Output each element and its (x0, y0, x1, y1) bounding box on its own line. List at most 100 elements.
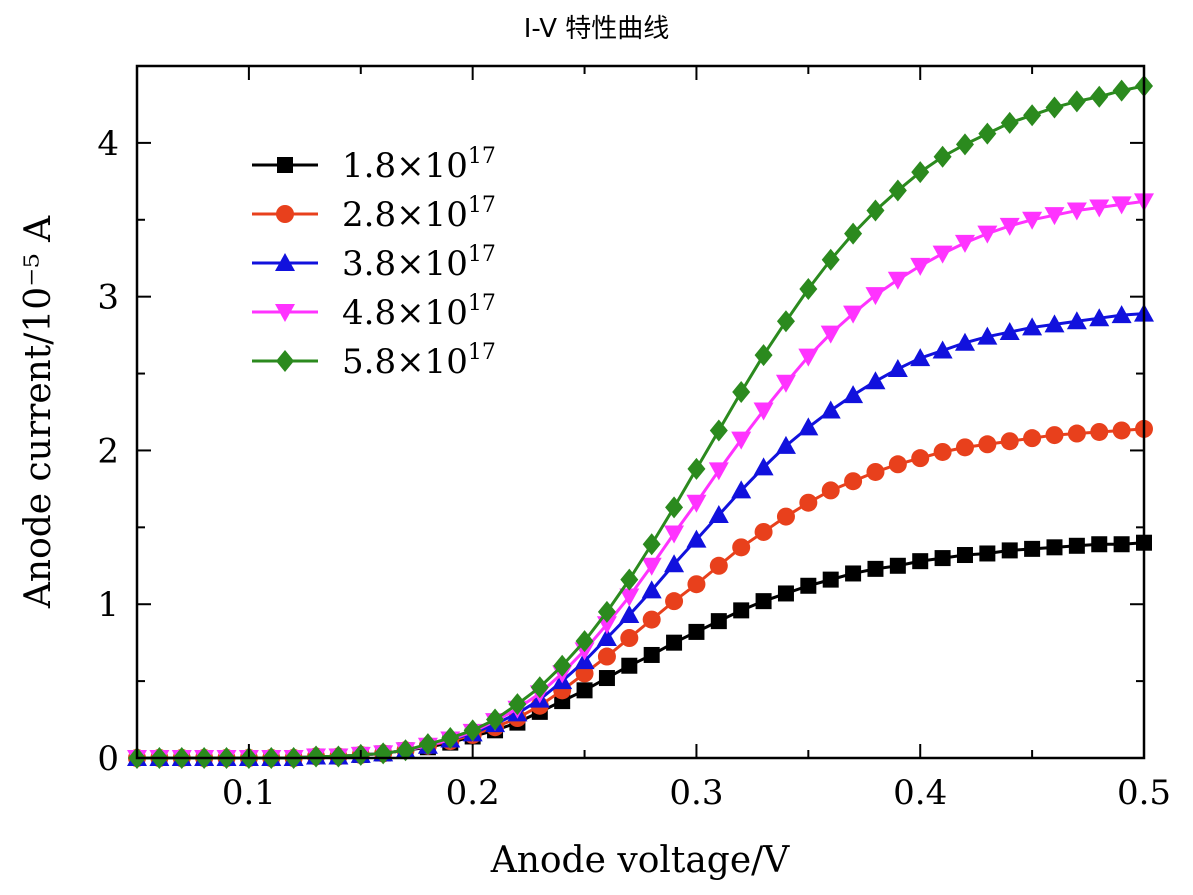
data-point (800, 577, 817, 594)
legend-label: 5.8×1017 (342, 340, 496, 382)
legend-label: 2.8×1017 (342, 193, 496, 235)
data-point (843, 305, 864, 324)
data-point (888, 179, 907, 202)
legend-entry: 3.8×1017 (252, 242, 496, 284)
data-point (776, 507, 795, 526)
data-point (888, 455, 907, 474)
data-point (619, 588, 640, 607)
data-point (597, 600, 616, 623)
data-point (912, 553, 929, 570)
data-point (954, 234, 975, 253)
series-line (137, 199, 1145, 760)
data-point (753, 457, 774, 476)
data-point (933, 442, 952, 461)
data-point (463, 719, 482, 742)
data-point (731, 431, 752, 450)
data-point (753, 402, 774, 421)
data-point (820, 400, 841, 419)
y-tick-label: 0 (97, 739, 119, 779)
legend-label: 4.8×1017 (342, 291, 496, 333)
data-point (978, 122, 997, 145)
data-point (1067, 424, 1086, 443)
data-point (866, 199, 885, 222)
data-point (1111, 196, 1132, 215)
y-tick-label: 1 (97, 585, 119, 625)
data-point (776, 310, 795, 333)
data-point (643, 646, 660, 663)
data-point (1068, 537, 1085, 554)
data-point (329, 745, 348, 768)
data-point (911, 161, 930, 184)
data-point (1024, 540, 1041, 557)
legend-label-base: 4.8×10 (342, 293, 468, 333)
data-point (619, 604, 640, 623)
data-point (665, 592, 684, 611)
data-point (999, 217, 1020, 236)
data-point (1089, 199, 1110, 218)
data-point (1066, 311, 1087, 330)
data-point (1091, 536, 1108, 553)
legend-label-base: 5.8×10 (342, 342, 468, 382)
data-point (1067, 90, 1086, 113)
data-point (910, 257, 931, 276)
chart-title: I-V 特性曲线 (523, 14, 670, 44)
data-point (710, 613, 727, 630)
data-point (1066, 202, 1087, 221)
legend-label: 1.8×1017 (342, 144, 496, 186)
data-point (754, 522, 773, 541)
data-point (956, 547, 973, 564)
data-point (911, 449, 930, 468)
data-point (1044, 207, 1065, 226)
x-tick-label: 0.3 (669, 773, 723, 813)
series-line (137, 312, 1145, 760)
legend-label: 3.8×1017 (342, 242, 496, 284)
plot-frame (135, 64, 1146, 760)
data-point (887, 358, 908, 377)
series-3 (127, 193, 1154, 768)
data-point (977, 326, 998, 345)
x-tick-label: 0.1 (222, 773, 276, 813)
data-point (821, 248, 840, 271)
data-point (933, 145, 952, 168)
y-tick-label: 3 (97, 278, 119, 318)
data-point (867, 560, 884, 577)
marks-layer (127, 74, 1154, 769)
data-point (866, 462, 885, 481)
series-0 (129, 534, 1152, 766)
y-axis-label: Anode current/10⁻⁵ A (18, 215, 59, 609)
data-point (1023, 429, 1042, 448)
data-point (844, 472, 863, 491)
data-point (821, 481, 840, 500)
data-point (1001, 542, 1018, 559)
data-point (642, 610, 661, 629)
data-point (641, 580, 662, 599)
ticks-layer: 0.1 0.2 0.3 0.4 0.5 0 1 2 3 4 (97, 65, 1171, 813)
data-point (979, 545, 996, 562)
data-point (999, 322, 1020, 341)
series-line (137, 541, 1145, 760)
legend-label-base: 2.8×10 (342, 195, 468, 235)
data-point (686, 494, 707, 513)
data-point (798, 417, 819, 436)
data-point (620, 568, 639, 591)
legend-label-base: 3.8×10 (342, 244, 468, 284)
data-point (955, 438, 974, 457)
data-point (844, 222, 863, 245)
data-point (486, 708, 505, 731)
data-point (1000, 432, 1019, 451)
data-point (687, 457, 706, 480)
data-point (934, 550, 951, 567)
legend-swatch-marker (276, 350, 294, 372)
series-4 (128, 74, 1153, 769)
data-point (1000, 111, 1019, 134)
legend-label-exponent: 17 (468, 242, 496, 267)
data-point (754, 344, 773, 367)
y-tick-label: 4 (97, 124, 119, 164)
data-point (688, 623, 705, 640)
data-point (441, 727, 460, 750)
y-tick-label: 2 (97, 431, 119, 471)
data-point (865, 287, 886, 306)
series-1 (128, 419, 1153, 767)
data-point (1111, 305, 1132, 324)
